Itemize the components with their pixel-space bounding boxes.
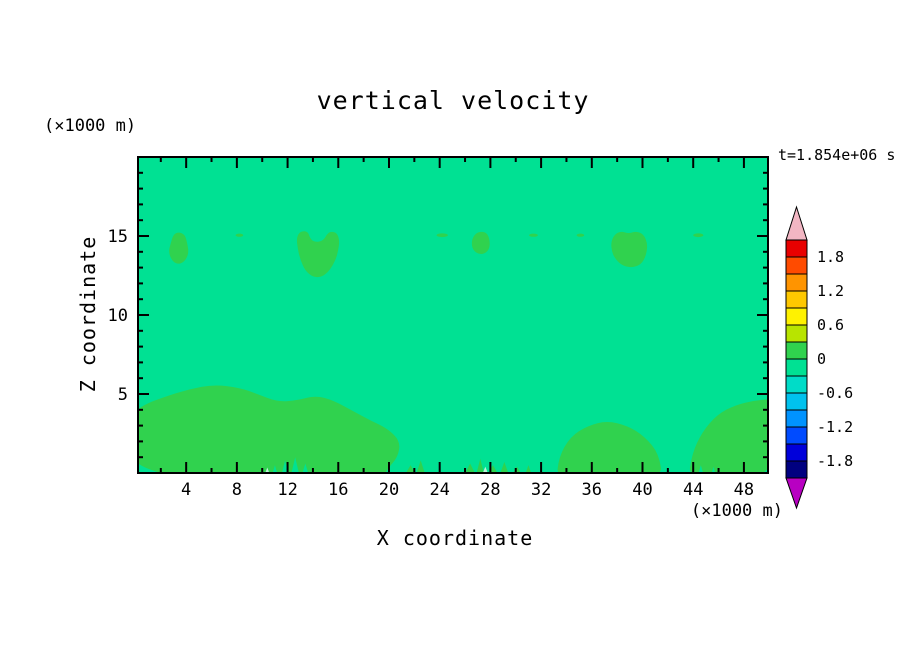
colorbar-segment-8	[785, 375, 808, 394]
chart-title: vertical velocity	[316, 86, 590, 115]
x-tick-label-16: 16	[328, 480, 348, 500]
x-tick-label-4: 4	[181, 480, 191, 500]
bottom-speck-2	[465, 463, 475, 473]
colorbar-arrow-bottom	[785, 477, 808, 510]
top-dash-2	[529, 233, 538, 237]
bottom-speck-5	[500, 461, 509, 473]
x-tick-label-20: 20	[379, 480, 399, 500]
x-tick-label-44: 44	[683, 480, 703, 500]
bottom-speck-1	[416, 460, 425, 473]
bottom-notch-3	[302, 463, 309, 473]
bottom-speck-3	[476, 458, 484, 473]
top-dash-1	[436, 233, 448, 238]
x-tick-label-28: 28	[480, 480, 500, 500]
x-tick-label-48: 48	[734, 480, 754, 500]
bottom-notch-2	[291, 457, 299, 473]
colorbar-segment-7	[785, 358, 808, 377]
colorbar-segment-9	[785, 392, 808, 411]
light-speck-1	[265, 467, 270, 473]
bottom-notch-4	[698, 465, 704, 473]
colorbar-segment-4	[785, 307, 808, 326]
time-annotation: t=1.854e+06 s	[778, 146, 896, 164]
x-tick-label-12: 12	[277, 480, 297, 500]
colorbar-label-6: -1.8	[817, 452, 853, 470]
colorbar-label-1: 1.2	[817, 282, 844, 300]
region-cloud-blob-4	[611, 231, 648, 268]
x-tick-label-36: 36	[582, 480, 602, 500]
colorbar-segment-1	[785, 256, 808, 275]
bottom-speck-0	[406, 465, 416, 473]
region-bottom-left-updraft	[138, 385, 400, 473]
colorbar-segment-11	[785, 426, 808, 445]
colorbar-segment-6	[785, 341, 808, 360]
bottom-notch-5	[711, 466, 716, 473]
colorbar-label-0: 1.8	[817, 248, 844, 266]
colorbar-segment-12	[785, 443, 808, 462]
colorbar-label-5: -1.2	[817, 418, 853, 436]
colorbar-label-4: -0.6	[817, 384, 853, 402]
x-axis-title: X coordinate	[376, 526, 534, 550]
colorbar-segment-5	[785, 324, 808, 343]
colorbar-segment-10	[785, 409, 808, 428]
field-layer	[138, 157, 768, 473]
bottom-notch-1	[281, 460, 289, 473]
colorbar-segment-3	[785, 290, 808, 309]
x-axis-unit: (×1000 m)	[690, 501, 783, 521]
region-bottom-middle-updraft	[557, 422, 661, 473]
x-tick-label-8: 8	[232, 480, 242, 500]
colorbar-arrow-top	[785, 205, 808, 241]
colorbar-label-2: 0.6	[817, 316, 844, 334]
y-axis-unit: (×1000 m)	[44, 116, 137, 136]
colorbar-label-3: 0	[817, 350, 826, 368]
region-cloud-blob-2	[296, 231, 340, 278]
x-tick-label-32: 32	[531, 480, 551, 500]
light-speck-0	[482, 466, 488, 473]
top-dash-0	[235, 233, 244, 237]
colorbar-segment-2	[785, 273, 808, 292]
x-tick-label-24: 24	[429, 480, 449, 500]
bottom-notch-0	[272, 465, 278, 473]
x-tick-label-40: 40	[632, 480, 652, 500]
y-tick-label-15: 15	[108, 227, 128, 247]
region-cloud-blob-1	[169, 232, 189, 264]
colorbar-segment-0	[785, 239, 808, 258]
region-cloud-blob-3	[471, 231, 490, 255]
top-dash-3	[576, 233, 585, 237]
y-tick-label-5: 5	[118, 385, 128, 405]
colorbar-segment-13	[785, 460, 808, 479]
bottom-speck-7	[525, 465, 532, 473]
region-bottom-right-updraft	[689, 399, 768, 473]
top-dash-4	[693, 233, 704, 238]
y-tick-label-10: 10	[108, 306, 128, 326]
